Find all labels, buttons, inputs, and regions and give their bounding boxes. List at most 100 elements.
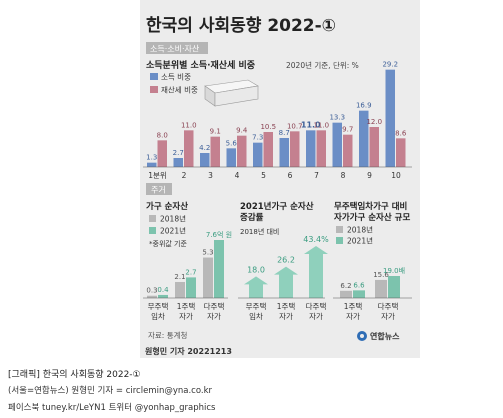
growth-rate-title-line1: 2021년가구 순자산: [240, 201, 314, 212]
income-chart-subtitle: 소득분위별 소득·재산세 비중: [146, 59, 255, 71]
legend-swatch-asset-tax: [150, 86, 158, 93]
category-tick-label: 무주택: [246, 301, 267, 311]
asset-tax-bar-label: 8.0: [157, 131, 168, 139]
net-assets-value-label: 0.3: [146, 287, 157, 295]
section-tag-housing: 주거: [151, 186, 166, 195]
ratio-value-label: 19.0배: [383, 266, 405, 275]
asset-tax-bar: [210, 136, 220, 167]
decile-tick-label: 1분위: [148, 171, 167, 180]
ratio-bar-2021: [353, 290, 365, 298]
net-assets-note: *중위값 기준: [149, 239, 187, 248]
asset-tax-bar: [290, 131, 300, 167]
net-assets-legend-swatch-2021: [149, 227, 156, 234]
yonhap-logo-text: 연합뉴스: [370, 331, 400, 341]
category-tick-label: 임차: [249, 312, 263, 321]
income-bar-label: 8.7: [279, 129, 290, 137]
growth-rate-arrow: [274, 266, 298, 298]
category-tick-label: 다주택: [204, 301, 225, 311]
graphic-panel: [140, 0, 420, 358]
net-assets-legend-2018: 2018년: [160, 214, 186, 224]
asset-tax-bar-label: 12.0: [366, 118, 382, 126]
ratio-legend-swatch-2018: [336, 226, 343, 233]
asset-tax-bar: [316, 130, 326, 167]
income-bar-label: 11.0: [301, 120, 321, 129]
ratio-legend-2021: 2021년: [347, 236, 373, 246]
net-assets-legend-swatch-2018: [149, 215, 156, 222]
ratio-value-label: 6.6: [353, 281, 365, 289]
legend-swatch-income: [150, 73, 158, 80]
decile-tick-label: 10: [391, 171, 401, 180]
caption-line-1: [그래픽] 한국의 사회동향 2022-①: [8, 370, 141, 380]
category-tick-label: 다주택: [306, 301, 327, 311]
asset-tax-bar-label: 11.0: [313, 121, 329, 129]
decile-tick-label: 3: [208, 171, 213, 180]
income-bar: [253, 142, 263, 167]
legend-label-income: 소득 비중: [161, 73, 191, 82]
net-assets-value-label: 7.6억 원: [206, 230, 232, 239]
decile-tick-label: 5: [261, 171, 266, 180]
income-bar: [147, 162, 157, 167]
growth-rate-arrow: [244, 276, 268, 298]
section-tag-housing-bg: [146, 183, 172, 195]
category-tick-label: 1주택: [177, 301, 196, 311]
asset-tax-bar-label: 9.4: [236, 127, 248, 135]
income-bar-label: 1.3: [146, 154, 157, 162]
category-tick-label: 1주택: [344, 301, 363, 311]
caption-line-3: 페이스북 tuney.kr/LeYN1 트위터 @yonhap_graphics: [8, 403, 216, 413]
decile-tick-label: 6: [288, 171, 293, 180]
section-tag-income: 소득·소비·자산: [150, 44, 200, 54]
category-tick-label: 자가: [346, 312, 360, 321]
income-bar-label: 7.3: [252, 134, 263, 142]
ratio-bar-2018: [375, 279, 387, 298]
net-assets-bar-2018: [203, 257, 213, 298]
growth-rate-value-label: 26.2: [277, 256, 295, 265]
income-bar: [226, 148, 236, 167]
income-bar-label: 13.3: [329, 114, 345, 122]
asset-tax-bar-label: 10.7: [287, 122, 303, 130]
data-source: 자료: 통계청: [148, 330, 187, 340]
ratio-title-line2: 자가가구 순자산 규모: [334, 212, 410, 223]
asset-tax-bar: [396, 138, 406, 167]
income-bar: [200, 153, 210, 167]
income-bar-label: 2.7: [173, 149, 184, 157]
income-bar-label: 4.2: [199, 144, 210, 152]
asset-tax-bar: [263, 132, 273, 167]
growth-rate-title-line2: 증감률: [240, 212, 264, 223]
net-assets-value-label: 5.3: [202, 249, 213, 257]
income-bar: [385, 69, 395, 167]
income-chart-note: 2020년 기준, 단위: %: [286, 60, 359, 70]
growth-rate-value-label: 18.0: [247, 265, 265, 274]
decile-tick-label: 7: [314, 171, 319, 180]
category-tick-label: 자가: [381, 312, 395, 321]
category-tick-label: 자가: [179, 312, 193, 321]
ratio-value-label: 6.2: [340, 282, 351, 290]
legend-label-asset-tax: 재산세 비중: [161, 85, 198, 95]
asset-tax-bar-label: 9.7: [342, 126, 353, 134]
growth-rate-note: 2018년 대비: [240, 227, 279, 236]
growth-rate-arrow: [304, 246, 328, 298]
growth-rate-value-label: 43.4%: [303, 235, 329, 244]
asset-tax-bar: [157, 140, 167, 167]
net-assets-bar-2018: [147, 295, 157, 298]
income-bar-label: 5.6: [226, 139, 238, 147]
category-tick-label: 다주택: [378, 301, 399, 311]
asset-tax-bar-label: 11.0: [181, 121, 197, 129]
asset-tax-bar: [343, 134, 353, 167]
ratio-bar-2021: [388, 276, 400, 298]
category-tick-label: 자가: [279, 312, 293, 321]
section-tag-income-bg: [146, 42, 208, 54]
income-bar-label: 16.9: [356, 102, 372, 110]
decile-tick-label: 8: [341, 171, 346, 180]
income-bar: [306, 130, 316, 167]
category-tick-label: 자가: [309, 312, 323, 321]
net-assets-value-label: 2.1: [174, 273, 185, 281]
asset-tax-bar-label: 9.1: [210, 128, 221, 136]
asset-tax-bar: [237, 135, 247, 167]
net-assets-value-label: 0.4: [157, 286, 169, 294]
ratio-value-label: 15.6: [373, 271, 389, 279]
asset-tax-bar-label: 10.5: [260, 123, 276, 131]
income-bar: [173, 158, 183, 167]
decile-tick-label: 9: [367, 171, 372, 180]
category-tick-label: 무주택: [148, 301, 169, 311]
